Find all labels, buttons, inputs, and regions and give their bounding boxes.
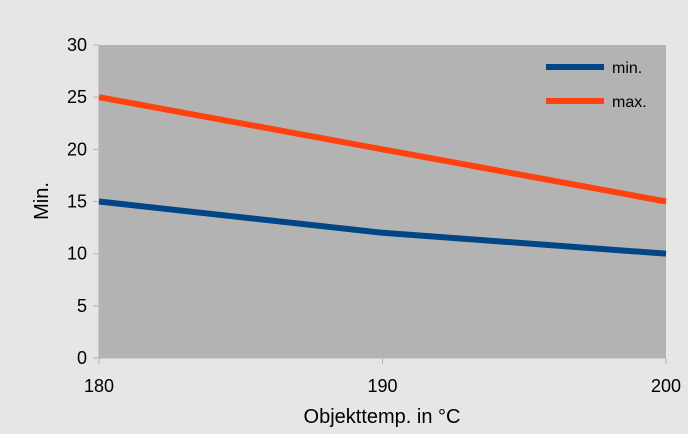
series-line-min (98, 198, 667, 257)
legend-label: max. (612, 94, 647, 111)
legend-label: min. (612, 60, 642, 77)
y-tick-label: 30 (67, 35, 87, 55)
y-axis-title: Min. (31, 182, 53, 220)
x-tick-label: 190 (367, 376, 397, 396)
x-axis: 180 190 200 (84, 357, 681, 396)
series-line-max (98, 94, 667, 205)
x-axis-title: Objekttemp. in °C (304, 406, 461, 428)
x-tick-label: 180 (84, 376, 114, 396)
x-tick-label: 200 (651, 376, 681, 396)
y-tick-label: 20 (67, 139, 87, 159)
series-layer (98, 94, 667, 257)
y-tick-label: 25 (67, 87, 87, 107)
y-tick-label: 5 (77, 296, 87, 316)
plot-area (99, 45, 666, 358)
y-tick-label: 10 (67, 244, 87, 264)
y-axis: 0 5 10 15 20 25 30 (67, 35, 100, 368)
y-tick-label: 15 (67, 192, 87, 212)
legend: min. max. (546, 60, 647, 111)
y-tick-label: 0 (77, 348, 87, 368)
